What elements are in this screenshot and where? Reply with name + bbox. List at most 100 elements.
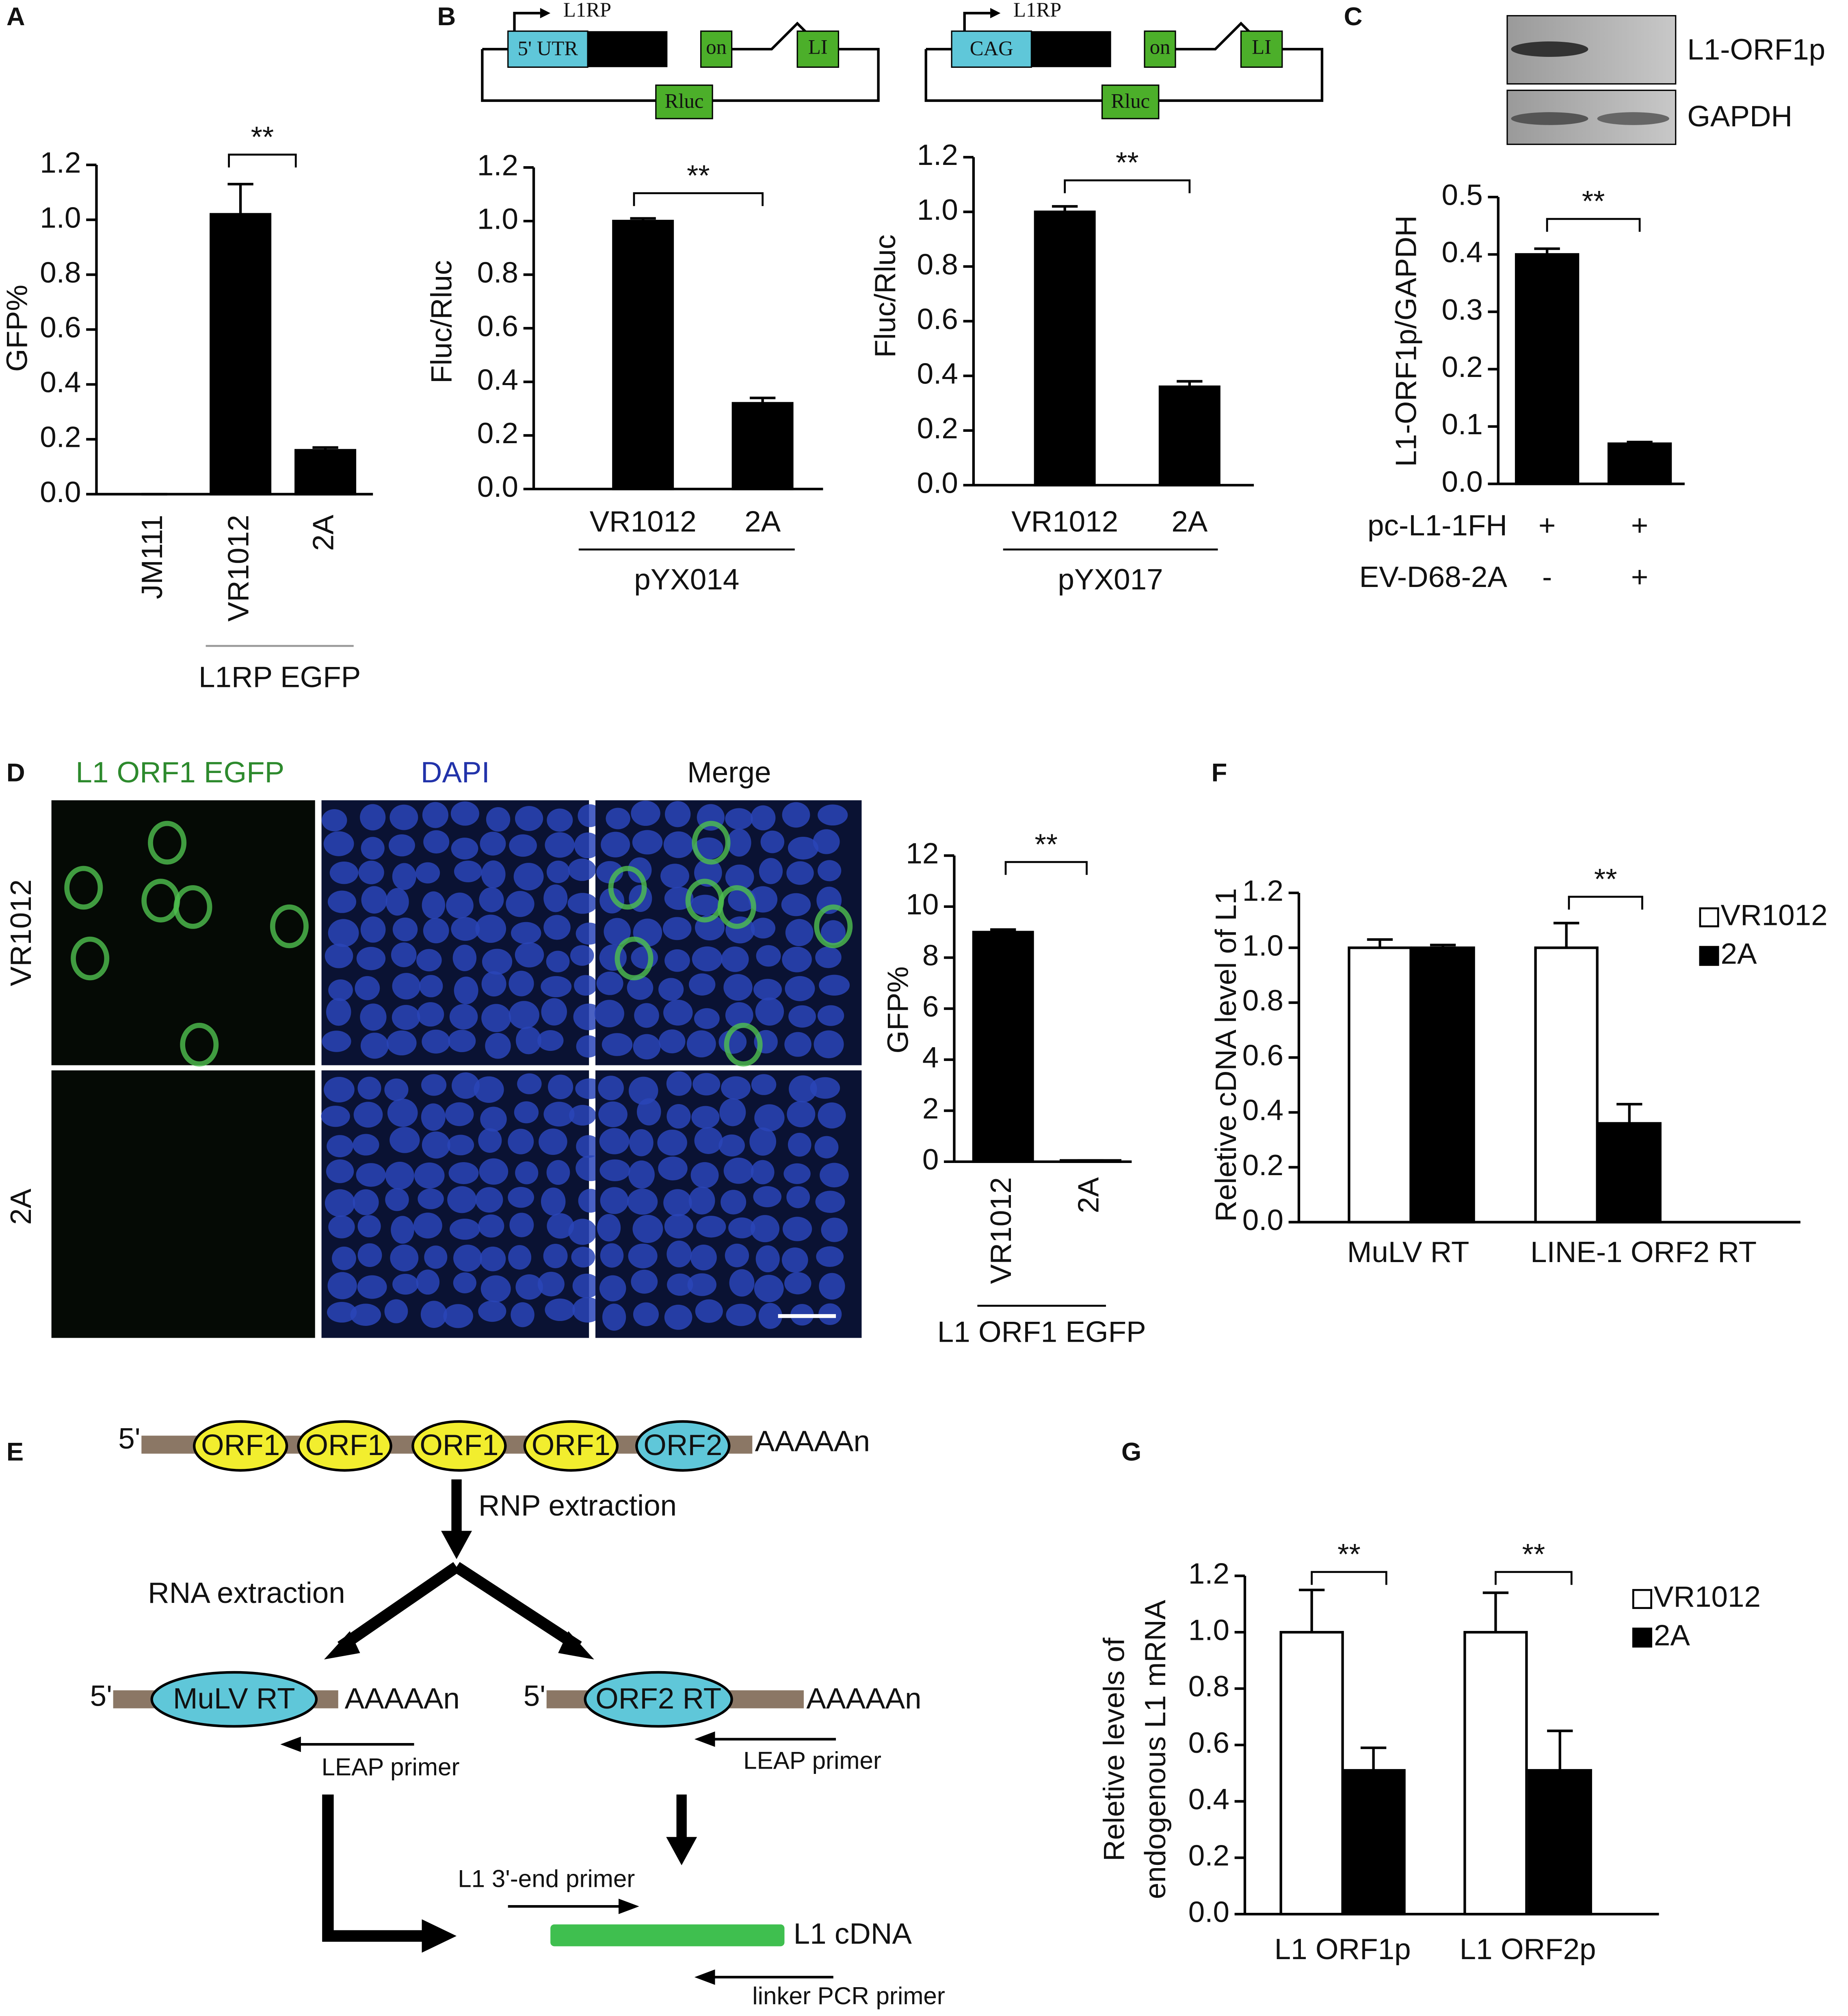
y-tick-label: 0.5 [1442, 178, 1483, 211]
nucleus [751, 1074, 777, 1095]
nucleus [667, 1273, 693, 1296]
y-tick-label: 0.2 [1188, 1839, 1229, 1872]
legend-label: 2A [1654, 1619, 1690, 1652]
nucleus [454, 860, 482, 883]
nucleus [324, 1077, 355, 1103]
nucleus [788, 1133, 811, 1157]
legend-swatch [1699, 907, 1719, 927]
nucleus [601, 832, 630, 858]
nucleus [481, 860, 506, 888]
nucleus [475, 1187, 503, 1213]
nucleus [385, 1161, 414, 1190]
cell [148, 821, 187, 865]
nucleus [416, 1269, 440, 1295]
nucleus [756, 945, 781, 967]
nucleus [596, 861, 623, 883]
five-prime: 5' [524, 1679, 545, 1712]
nucleus [781, 1247, 808, 1273]
nucleus [414, 1162, 445, 1189]
nucleus [751, 1160, 775, 1184]
error-bar [749, 396, 776, 403]
y-tick-label: 0.2 [1442, 351, 1483, 383]
nucleus [421, 1103, 446, 1131]
significance-label: ** [687, 159, 710, 192]
nucleus [574, 975, 597, 996]
y-tick-label: 1.2 [1188, 1557, 1229, 1590]
nucleus [692, 946, 723, 972]
step: RNA extraction [148, 1576, 345, 1609]
nucleus [508, 1128, 534, 1154]
nucleus [814, 1030, 844, 1059]
nucleus [576, 1135, 601, 1158]
nucleus [664, 1214, 693, 1239]
nucleus [571, 1247, 595, 1268]
construct: L1RP 5' UTR on LI Rluc [481, 0, 880, 119]
nucleus [543, 1102, 575, 1127]
nucleus [818, 860, 842, 881]
nucleus [785, 919, 814, 946]
nucleus [814, 1136, 839, 1158]
nucleus [784, 1032, 811, 1057]
nucleus [546, 860, 570, 883]
band [1511, 112, 1588, 125]
domain: ORF1 [532, 1429, 610, 1462]
nucleus [423, 830, 450, 854]
nucleus [572, 1273, 601, 1298]
error-bar [1616, 1103, 1642, 1124]
nucleus [515, 1274, 543, 1300]
nucleus [782, 946, 812, 972]
bar [1279, 1631, 1344, 1916]
cell [173, 885, 212, 929]
nucleus [690, 1162, 719, 1189]
nucleus [662, 917, 692, 940]
nucleus [392, 973, 421, 1000]
blot-label: GAPDH [1687, 100, 1792, 133]
gene: on [1150, 36, 1171, 58]
x-tick-label: MuLV RT [1347, 1236, 1469, 1269]
nucleus [353, 1189, 379, 1215]
nucleus [385, 888, 409, 916]
nucleus [599, 1128, 630, 1154]
nucleus [628, 857, 652, 883]
nucleus [633, 918, 662, 947]
nucleus [353, 1102, 383, 1128]
gene: Rluc [665, 90, 704, 113]
nucleus [321, 809, 347, 832]
nucleus [361, 837, 385, 860]
bar [1534, 946, 1599, 1223]
panel-label: F [1212, 759, 1227, 787]
y-tick-label: 0.4 [917, 357, 958, 390]
error-bar [1367, 938, 1393, 948]
nucleus [815, 1191, 845, 1213]
product: L1 cDNA [794, 1917, 912, 1950]
bar [1463, 1631, 1528, 1916]
group-label: L1 ORF1 EGFP [937, 1315, 1146, 1348]
nucleus [787, 1101, 816, 1128]
significance-bracket [1004, 861, 1088, 875]
nucleus [572, 1297, 603, 1323]
nucleus [452, 944, 477, 971]
y-tick-label: 0.6 [40, 311, 81, 344]
nucleus [325, 1189, 355, 1217]
error-bar [1052, 205, 1078, 212]
significance-bracket [1311, 1571, 1387, 1585]
bar [1528, 1769, 1592, 1916]
nucleus [547, 1213, 574, 1239]
nucleus [447, 1186, 477, 1213]
nucleus [539, 1128, 567, 1155]
nucleus [384, 1078, 409, 1101]
nucleus [423, 918, 449, 944]
nucleus [600, 1243, 624, 1268]
y-tick-label: 8 [922, 939, 939, 972]
nucleus [665, 801, 691, 827]
x-tick-label: L1 ORF2p [1460, 1933, 1596, 1966]
domain: ORF1 [201, 1429, 280, 1462]
nucleus [478, 1300, 506, 1322]
error-bar [1534, 247, 1560, 255]
cell [270, 904, 309, 948]
nucleus [419, 975, 443, 998]
bar [1607, 442, 1672, 485]
y-tick-label: 0.6 [1242, 1039, 1283, 1072]
nucleus [599, 1275, 626, 1301]
